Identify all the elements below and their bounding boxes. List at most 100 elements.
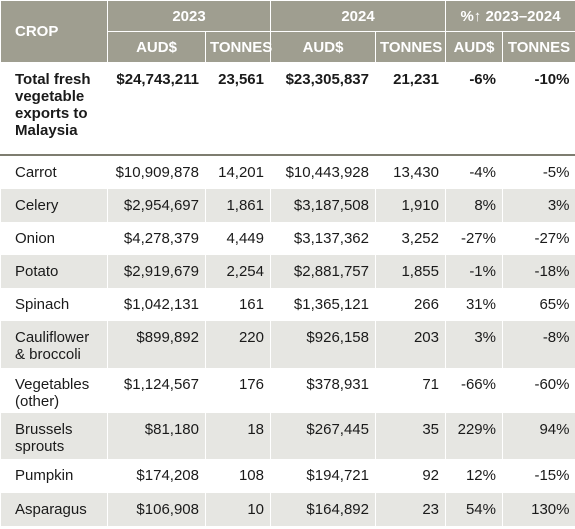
value-cell: $1,124,567: [107, 367, 206, 413]
value-cell: $378,931: [270, 367, 376, 413]
value-cell: 130%: [502, 492, 575, 526]
crop-cell: Asparagus: [0, 492, 108, 526]
value-cell: -27%: [502, 221, 575, 255]
crop-cell: Spinach: [0, 287, 108, 321]
value-cell: $2,919,679: [107, 254, 206, 288]
value-cell: $2,881,757: [270, 254, 376, 288]
value-cell: 8%: [445, 188, 503, 222]
value-cell: 176: [205, 367, 271, 413]
table-row: Asparagus $106,908 10 $164,892 23 54% 130%: [0, 492, 575, 526]
value-cell: $81,180: [107, 412, 206, 459]
value-cell: -8%: [502, 320, 575, 368]
subheader-cell: AUD$: [107, 31, 206, 63]
value-cell: 21,231: [375, 62, 446, 156]
table-row: Spinach $1,042,131 161 $1,365,121 266 31% 65%: [0, 287, 575, 321]
value-cell: 1,910: [375, 188, 446, 222]
value-cell: 266: [375, 287, 446, 321]
value-cell: $10,909,878: [107, 154, 206, 189]
value-cell: $267,445: [270, 412, 376, 459]
value-cell: $4,278,379: [107, 221, 206, 255]
value-cell: 108: [205, 458, 271, 493]
value-cell: -60%: [502, 367, 575, 413]
value-cell: $24,743,211: [107, 62, 206, 156]
crop-cell: Vegetables (other): [0, 367, 108, 413]
crop-cell: Onion: [0, 221, 108, 255]
header-cell: 2024: [270, 0, 446, 32]
value-cell: 3%: [445, 320, 503, 368]
value-cell: 3%: [502, 188, 575, 222]
value-cell: $899,892: [107, 320, 206, 368]
value-cell: 220: [205, 320, 271, 368]
crop-cell: Celery: [0, 188, 108, 222]
value-cell: -5%: [502, 154, 575, 189]
value-cell: 4,449: [205, 221, 271, 255]
subheader-cell: TONNES: [205, 31, 272, 63]
table-row: Pumpkin $174,208 108 $194,721 92 12% -15%: [0, 458, 575, 493]
value-cell: -27%: [445, 221, 503, 255]
value-cell: $1,042,131: [107, 287, 206, 321]
value-cell: $194,721: [270, 458, 376, 493]
value-cell: 92: [375, 458, 446, 493]
value-cell: 10: [205, 492, 271, 526]
value-cell: 23,561: [205, 62, 271, 156]
value-cell: 1,855: [375, 254, 446, 288]
header-cell: %↑ 2023–2024: [445, 0, 575, 32]
value-cell: $106,908: [107, 492, 206, 526]
header-cell: 2023: [107, 0, 271, 32]
crop-cell: Cauliflower & broccoli: [0, 320, 108, 368]
value-cell: 35: [375, 412, 446, 459]
table-row: Total fresh vegetable exports to Malaysi…: [0, 62, 575, 156]
table-row: Potato $2,919,679 2,254 $2,881,757 1,855 -1% -…: [0, 254, 575, 288]
crop-cell: Carrot: [0, 154, 108, 189]
value-cell: $926,158: [270, 320, 376, 368]
value-cell: -10%: [502, 62, 575, 156]
value-cell: 71: [375, 367, 446, 413]
table-row: Celery $2,954,697 1,861 $3,187,508 1,910 8% 3%: [0, 188, 575, 222]
value-cell: -4%: [445, 154, 503, 189]
value-cell: 54%: [445, 492, 503, 526]
value-cell: $3,137,362: [270, 221, 376, 255]
value-cell: -15%: [502, 458, 575, 493]
subheader-cell: TONNES: [502, 31, 575, 63]
value-cell: 229%: [445, 412, 503, 459]
table-row: Brussels sprouts $81,180 18 $267,445 35 229% 9…: [0, 412, 575, 459]
value-cell: -6%: [445, 62, 503, 156]
value-cell: $1,365,121: [270, 287, 376, 321]
value-cell: 18: [205, 412, 271, 459]
table-row: Onion $4,278,379 4,449 $3,137,362 3,252 -27% -…: [0, 221, 575, 255]
value-cell: 1,861: [205, 188, 271, 222]
value-cell: 94%: [502, 412, 575, 459]
crop-cell: Potato: [0, 254, 108, 288]
value-cell: $164,892: [270, 492, 376, 526]
value-cell: -1%: [445, 254, 503, 288]
value-cell: $10,443,928: [270, 154, 376, 189]
crop-cell: Brussels sprouts: [0, 412, 108, 459]
value-cell: 12%: [445, 458, 503, 493]
value-cell: -18%: [502, 254, 575, 288]
value-cell: 13,430: [375, 154, 446, 189]
value-cell: $23,305,837: [270, 62, 376, 156]
value-cell: $174,208: [107, 458, 206, 493]
value-cell: 31%: [445, 287, 503, 321]
value-cell: $3,187,508: [270, 188, 376, 222]
value-cell: 14,201: [205, 154, 271, 189]
crop-cell: Total fresh vegetable exports to Malaysi…: [0, 62, 108, 156]
value-cell: 161: [205, 287, 271, 321]
subheader-cell: AUD$: [270, 31, 376, 63]
value-cell: 23: [375, 492, 446, 526]
crop-cell: Pumpkin: [0, 458, 108, 493]
table-row: Cauliflower & broccoli $899,892 220 $926,15…: [0, 320, 575, 368]
header-cell: CROP: [0, 0, 108, 63]
subheader-cell: AUD$: [445, 31, 503, 63]
value-cell: 3,252: [375, 221, 446, 255]
value-cell: $2,954,697: [107, 188, 206, 222]
value-cell: -66%: [445, 367, 503, 413]
value-cell: 203: [375, 320, 446, 368]
value-cell: 2,254: [205, 254, 271, 288]
table-row: Carrot $10,909,878 14,201 $10,443,928 13,430…: [0, 154, 575, 189]
table-row: Vegetables (other) $1,124,567 176 $378,931 7…: [0, 367, 575, 413]
value-cell: 65%: [502, 287, 575, 321]
subheader-cell: TONNES: [375, 31, 446, 63]
